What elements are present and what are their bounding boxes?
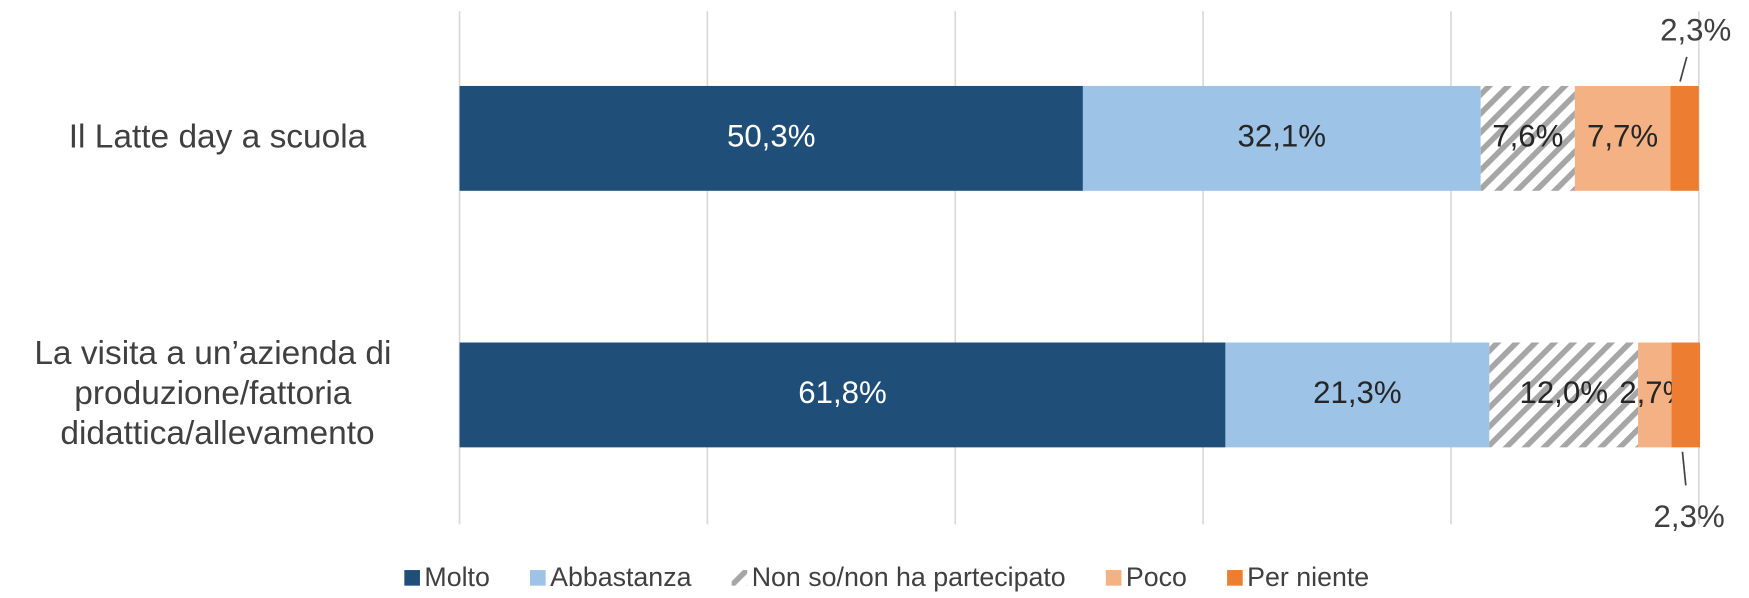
value-label: 2,3% xyxy=(1660,13,1731,48)
value-label: 7,6% xyxy=(1492,119,1563,154)
bar-segment xyxy=(1480,85,1575,191)
value-label: 2,3% xyxy=(1654,499,1725,534)
value-label: 50,3% xyxy=(727,119,816,154)
bar-segment xyxy=(1225,342,1490,448)
value-label: 61,8% xyxy=(798,375,887,410)
bar-segment xyxy=(1574,85,1671,191)
bar-segment xyxy=(1489,342,1639,448)
value-label: 32,1% xyxy=(1238,119,1327,154)
legend-label: Poco xyxy=(1126,562,1187,592)
bar-segment xyxy=(1082,85,1481,191)
bar-segment xyxy=(1670,85,1699,191)
category-label: La visita a un’azienda di produzione/fat… xyxy=(34,335,400,452)
leader-line xyxy=(1681,451,1687,486)
legend-swatch xyxy=(1105,570,1122,586)
legend-swatch xyxy=(731,570,748,586)
bar-segment xyxy=(1671,342,1701,448)
legend-label: Molto xyxy=(424,562,489,592)
bar-segment xyxy=(459,85,1083,191)
legend-swatch xyxy=(530,570,546,586)
legend-swatch xyxy=(1227,570,1243,586)
category-label: Il Latte day a scuola xyxy=(69,118,367,155)
value-label: 7,7% xyxy=(1587,119,1658,154)
value-label: 21,3% xyxy=(1313,375,1402,410)
legend-label: Abbastanza xyxy=(550,562,691,592)
value-label: 12,0% xyxy=(1519,375,1608,410)
legend-label: Per niente xyxy=(1247,562,1369,592)
legend-swatch xyxy=(404,570,420,586)
legend-label: Non so/non ha partecipato xyxy=(752,562,1066,592)
bar-segment xyxy=(1638,342,1672,448)
leader-line xyxy=(1679,56,1688,82)
bar-segment xyxy=(459,342,1226,448)
legend: Molto Abbastanza Non so/non ha partecipato… xyxy=(404,562,1369,592)
